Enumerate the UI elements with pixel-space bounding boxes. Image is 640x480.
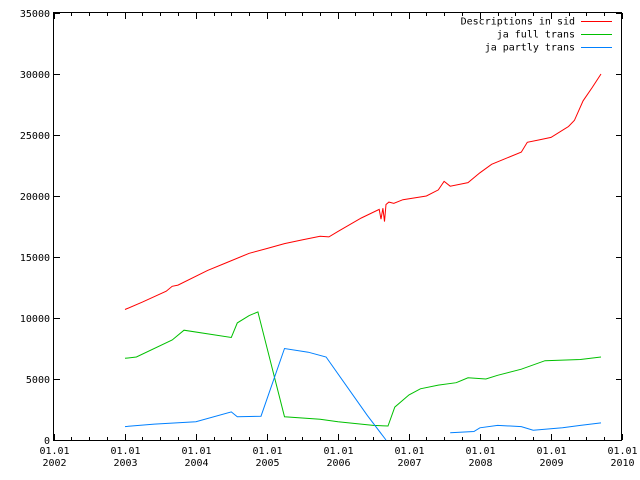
x-tick-label-year: 2003	[113, 458, 137, 469]
x-tick-label-day: 01.01	[465, 446, 495, 457]
legend-label: Descriptions in sid	[461, 17, 575, 28]
y-tick-label: 15000	[20, 253, 50, 264]
y-tick-label: 35000	[20, 9, 50, 20]
x-tick-label-day: 01.01	[39, 446, 69, 457]
x-tick-label-year: 2004	[184, 458, 208, 469]
legend-label: ja full trans	[497, 30, 575, 41]
series-line-1	[124, 311, 602, 427]
series-line-2-segment-2	[450, 422, 602, 434]
x-tick-label-day: 01.01	[607, 446, 637, 457]
legend-label: ja partly trans	[485, 43, 575, 54]
y-tick-label: 25000	[20, 131, 50, 142]
x-tick-label-day: 01.01	[181, 446, 211, 457]
series-line-0	[124, 73, 602, 310]
x-tick-label-day: 01.01	[323, 446, 353, 457]
x-tick-label-year: 2009	[539, 458, 563, 469]
y-tick-label: 30000	[20, 70, 50, 81]
y-tick-label: 5000	[26, 375, 50, 386]
x-tick-label-day: 01.01	[110, 446, 140, 457]
series-line-2	[124, 347, 387, 441]
x-tick-label-year: 2007	[397, 458, 421, 469]
x-tick-label-year: 2002	[42, 458, 66, 469]
y-tick-label: 0	[44, 436, 50, 447]
y-tick-label: 10000	[20, 314, 50, 325]
series	[124, 73, 602, 441]
axes: 0 5000 10000 15000 20000 25000 30000 35000 01.01…	[20, 9, 638, 469]
x-tick-label-year: 2010	[610, 458, 634, 469]
x-tick-label-year: 2008	[468, 458, 492, 469]
x-tick-label-day: 01.01	[394, 446, 424, 457]
x-tick-label-year: 2006	[326, 458, 350, 469]
legend: Descriptions in sid ja full trans ja partl…	[461, 17, 612, 54]
x-tick-label-year: 2005	[255, 458, 279, 469]
plot-frame	[53, 12, 622, 441]
x-tick-label-day: 01.01	[536, 446, 566, 457]
x-tick-label-day: 01.01	[252, 446, 282, 457]
y-tick-label: 20000	[20, 192, 50, 203]
